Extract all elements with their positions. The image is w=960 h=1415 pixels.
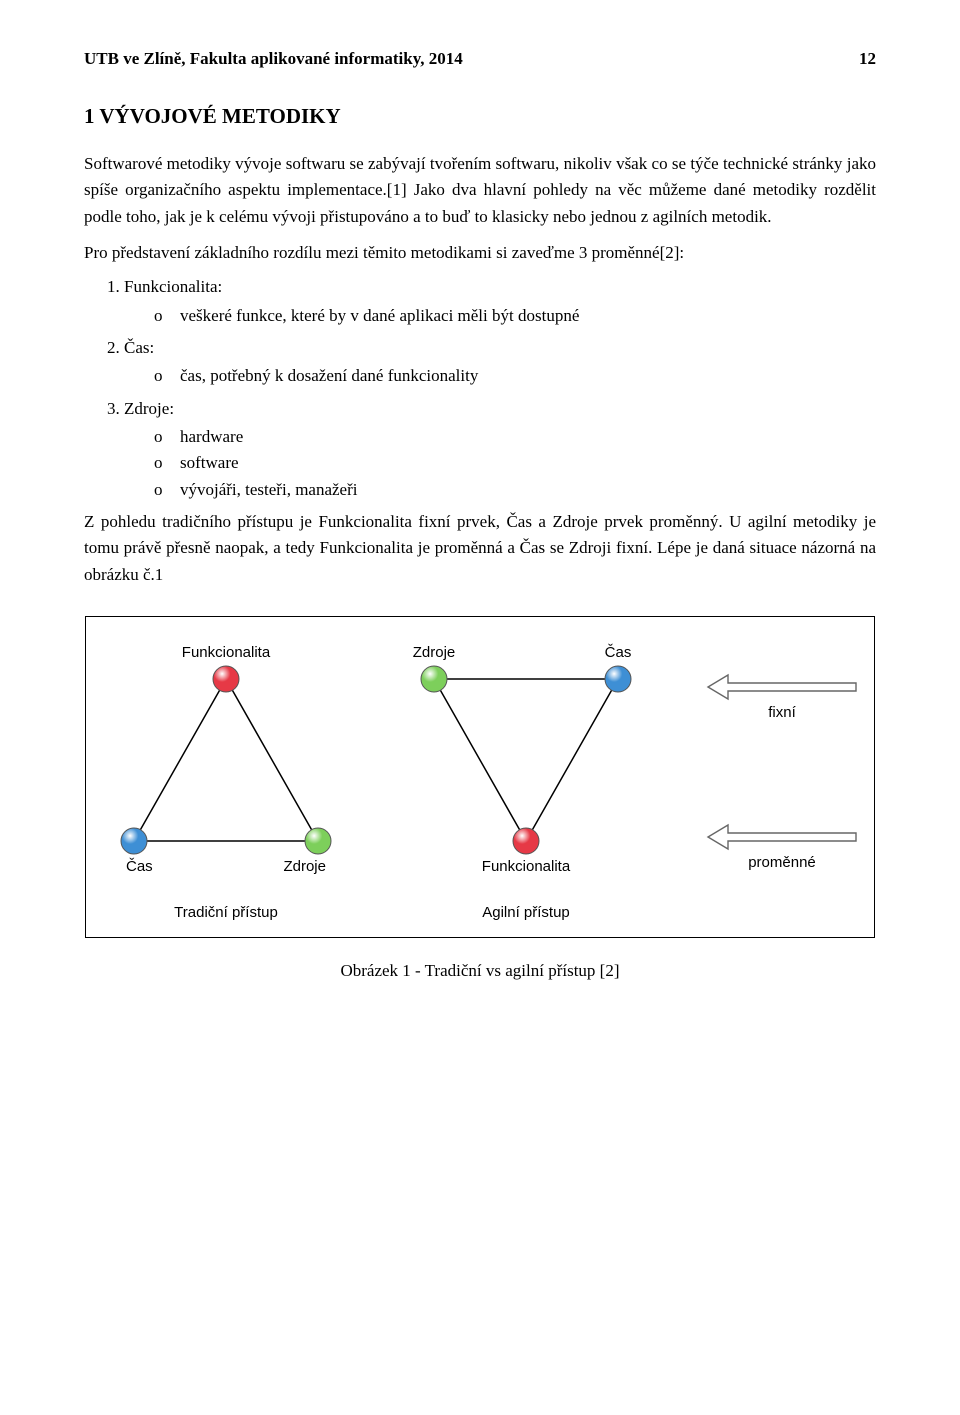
list-item: Zdroje: hardware software vývojáři, test… (124, 396, 876, 503)
sublist-item: hardware (154, 424, 876, 450)
svg-text:Tradiční přístup: Tradiční přístup (174, 904, 278, 921)
sublist-item: čas, potřebný k dosažení dané funkcional… (154, 363, 876, 389)
section-title: 1 VÝVOJOVÉ METODIKY (84, 100, 876, 133)
svg-text:Zdroje: Zdroje (413, 644, 456, 661)
svg-text:Agilní přístup: Agilní přístup (482, 904, 570, 921)
variable-list: Funkcionalita: veškeré funkce, které by … (84, 274, 876, 503)
svg-text:Funkcionalita: Funkcionalita (482, 858, 571, 875)
sublist-item: software (154, 450, 876, 476)
paragraph-3: Z pohledu tradičního přístupu je Funkcio… (84, 509, 876, 588)
sublist-item: vývojáři, testeři, manažeři (154, 477, 876, 503)
comparison-diagram: Funkcionalita Čas Zdroje Zdroje Čas Funkciona… (85, 616, 875, 938)
svg-text:Čas: Čas (126, 858, 153, 875)
list-item: Funkcionalita: veškeré funkce, které by … (124, 274, 876, 329)
sublist: veškeré funkce, které by v dané aplikaci… (124, 303, 876, 329)
sublist: hardware software vývojáři, testeři, man… (124, 424, 876, 503)
svg-text:Čas: Čas (605, 644, 632, 661)
list-item-label: Zdroje: (124, 399, 174, 418)
page-number: 12 (859, 46, 876, 72)
svg-text:Zdroje: Zdroje (283, 858, 326, 875)
sublist: čas, potřebný k dosažení dané funkcional… (124, 363, 876, 389)
header-left: UTB ve Zlíně, Fakulta aplikované informa… (84, 46, 463, 72)
list-item: Čas: čas, potřebný k dosažení dané funkc… (124, 335, 876, 390)
list-item-label: Funkcionalita: (124, 277, 222, 296)
svg-text:Funkcionalita: Funkcionalita (182, 644, 271, 661)
figure-caption: Obrázek 1 - Tradiční vs agilní přístup [… (84, 958, 876, 984)
paragraph-1: Softwarové metodiky vývoje softwaru se z… (84, 151, 876, 230)
list-item-label: Čas: (124, 338, 154, 357)
svg-text:fixní: fixní (768, 704, 796, 721)
paragraph-2: Pro představení základního rozdílu mezi … (84, 240, 876, 266)
page-header: UTB ve Zlíně, Fakulta aplikované informa… (84, 46, 876, 72)
svg-text:proměnné: proměnné (748, 854, 816, 871)
sublist-item: veškeré funkce, které by v dané aplikaci… (154, 303, 876, 329)
